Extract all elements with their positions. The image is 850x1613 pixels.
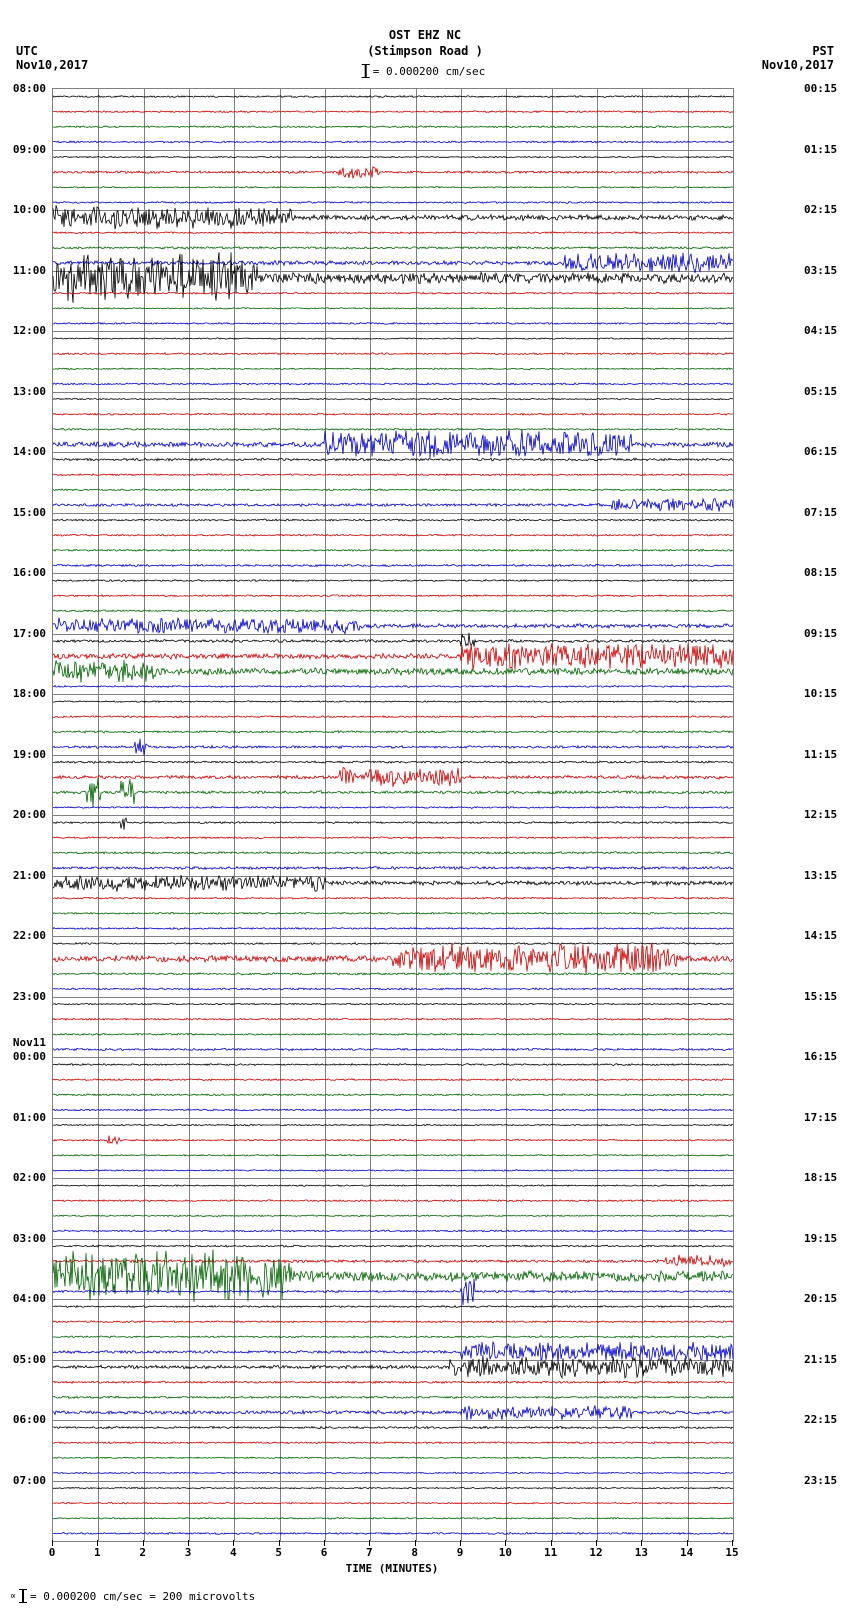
hour-label-left: 09:00 (13, 143, 46, 156)
x-tick: 3 (185, 1546, 192, 1559)
hour-label-right: 00:15 (804, 82, 837, 95)
x-tick: 6 (321, 1546, 328, 1559)
date-mark: Nov11 (13, 1036, 46, 1049)
hour-label-right: 16:15 (804, 1050, 837, 1063)
hour-label-right: 07:15 (804, 506, 837, 519)
x-axis-label: TIME (MINUTES) (52, 1562, 732, 1575)
hour-label-right: 13:15 (804, 869, 837, 882)
x-tick: 13 (635, 1546, 648, 1559)
hour-label-right: 01:15 (804, 143, 837, 156)
plot-area (52, 88, 734, 1542)
station-location: (Stimpson Road ) (0, 44, 850, 58)
x-tick: 0 (49, 1546, 56, 1559)
hour-label-right: 06:15 (804, 445, 837, 458)
hour-label-left: 08:00 (13, 82, 46, 95)
hour-label-left: 05:00 (13, 1353, 46, 1366)
x-tick: 15 (725, 1546, 738, 1559)
x-tick: 11 (544, 1546, 557, 1559)
hour-label-left: 00:00 (13, 1050, 46, 1063)
hour-label-right: 15:15 (804, 990, 837, 1003)
hour-label-right: 10:15 (804, 687, 837, 700)
x-tick: 4 (230, 1546, 237, 1559)
hour-label-left: 07:00 (13, 1474, 46, 1487)
date-left: Nov10,2017 (16, 58, 88, 72)
hour-label-left: 17:00 (13, 627, 46, 640)
timezone-right: PST (812, 44, 834, 58)
hour-label-left: 04:00 (13, 1292, 46, 1305)
hour-label-right: 11:15 (804, 748, 837, 761)
hour-label-right: 23:15 (804, 1474, 837, 1487)
hour-label-left: 15:00 (13, 506, 46, 519)
hour-label-right: 21:15 (804, 1353, 837, 1366)
x-tick: 1 (94, 1546, 101, 1559)
hour-label-right: 20:15 (804, 1292, 837, 1305)
x-tick: 12 (589, 1546, 602, 1559)
hour-label-right: 04:15 (804, 324, 837, 337)
x-tick: 5 (275, 1546, 282, 1559)
x-tick: 9 (457, 1546, 464, 1559)
x-tick: 8 (411, 1546, 418, 1559)
hour-label-left: 18:00 (13, 687, 46, 700)
hour-label-left: 03:00 (13, 1232, 46, 1245)
timezone-left: UTC (16, 44, 38, 58)
date-right: Nov10,2017 (762, 58, 834, 72)
hour-label-left: 14:00 (13, 445, 46, 458)
hour-label-right: 03:15 (804, 264, 837, 277)
scale-bar-icon (365, 64, 367, 78)
hour-label-left: 19:00 (13, 748, 46, 761)
footer-scale: ∝ = 0.000200 cm/sec = 200 microvolts (10, 1589, 255, 1603)
scale-indicator: = 0.000200 cm/sec (365, 64, 486, 78)
hour-label-left: 16:00 (13, 566, 46, 579)
hour-label-left: 02:00 (13, 1171, 46, 1184)
x-tick: 14 (680, 1546, 693, 1559)
station-code: OST EHZ NC (0, 28, 850, 42)
seismogram-container: OST EHZ NC (Stimpson Road ) = 0.000200 c… (0, 0, 850, 1613)
hour-label-right: 08:15 (804, 566, 837, 579)
hour-label-left: 21:00 (13, 869, 46, 882)
hour-label-left: 10:00 (13, 203, 46, 216)
hour-label-right: 17:15 (804, 1111, 837, 1124)
hour-label-left: 12:00 (13, 324, 46, 337)
hour-label-right: 12:15 (804, 808, 837, 821)
hour-label-left: 11:00 (13, 264, 46, 277)
scale-bar-icon (22, 1589, 24, 1603)
chart-header: OST EHZ NC (Stimpson Road ) (0, 28, 850, 58)
hour-label-right: 02:15 (804, 203, 837, 216)
hour-label-left: 23:00 (13, 990, 46, 1003)
x-tick: 7 (366, 1546, 373, 1559)
hour-label-left: 06:00 (13, 1413, 46, 1426)
x-tick: 2 (139, 1546, 146, 1559)
footer-text: = 0.000200 cm/sec = 200 microvolts (30, 1590, 255, 1603)
hour-label-left: 01:00 (13, 1111, 46, 1124)
hour-label-left: 22:00 (13, 929, 46, 942)
hour-label-right: 18:15 (804, 1171, 837, 1184)
hour-label-left: 20:00 (13, 808, 46, 821)
hour-label-right: 14:15 (804, 929, 837, 942)
scale-text: = 0.000200 cm/sec (373, 65, 486, 78)
hour-label-right: 09:15 (804, 627, 837, 640)
hour-label-right: 05:15 (804, 385, 837, 398)
hour-label-left: 13:00 (13, 385, 46, 398)
hour-label-right: 19:15 (804, 1232, 837, 1245)
x-tick: 10 (499, 1546, 512, 1559)
hour-label-right: 22:15 (804, 1413, 837, 1426)
